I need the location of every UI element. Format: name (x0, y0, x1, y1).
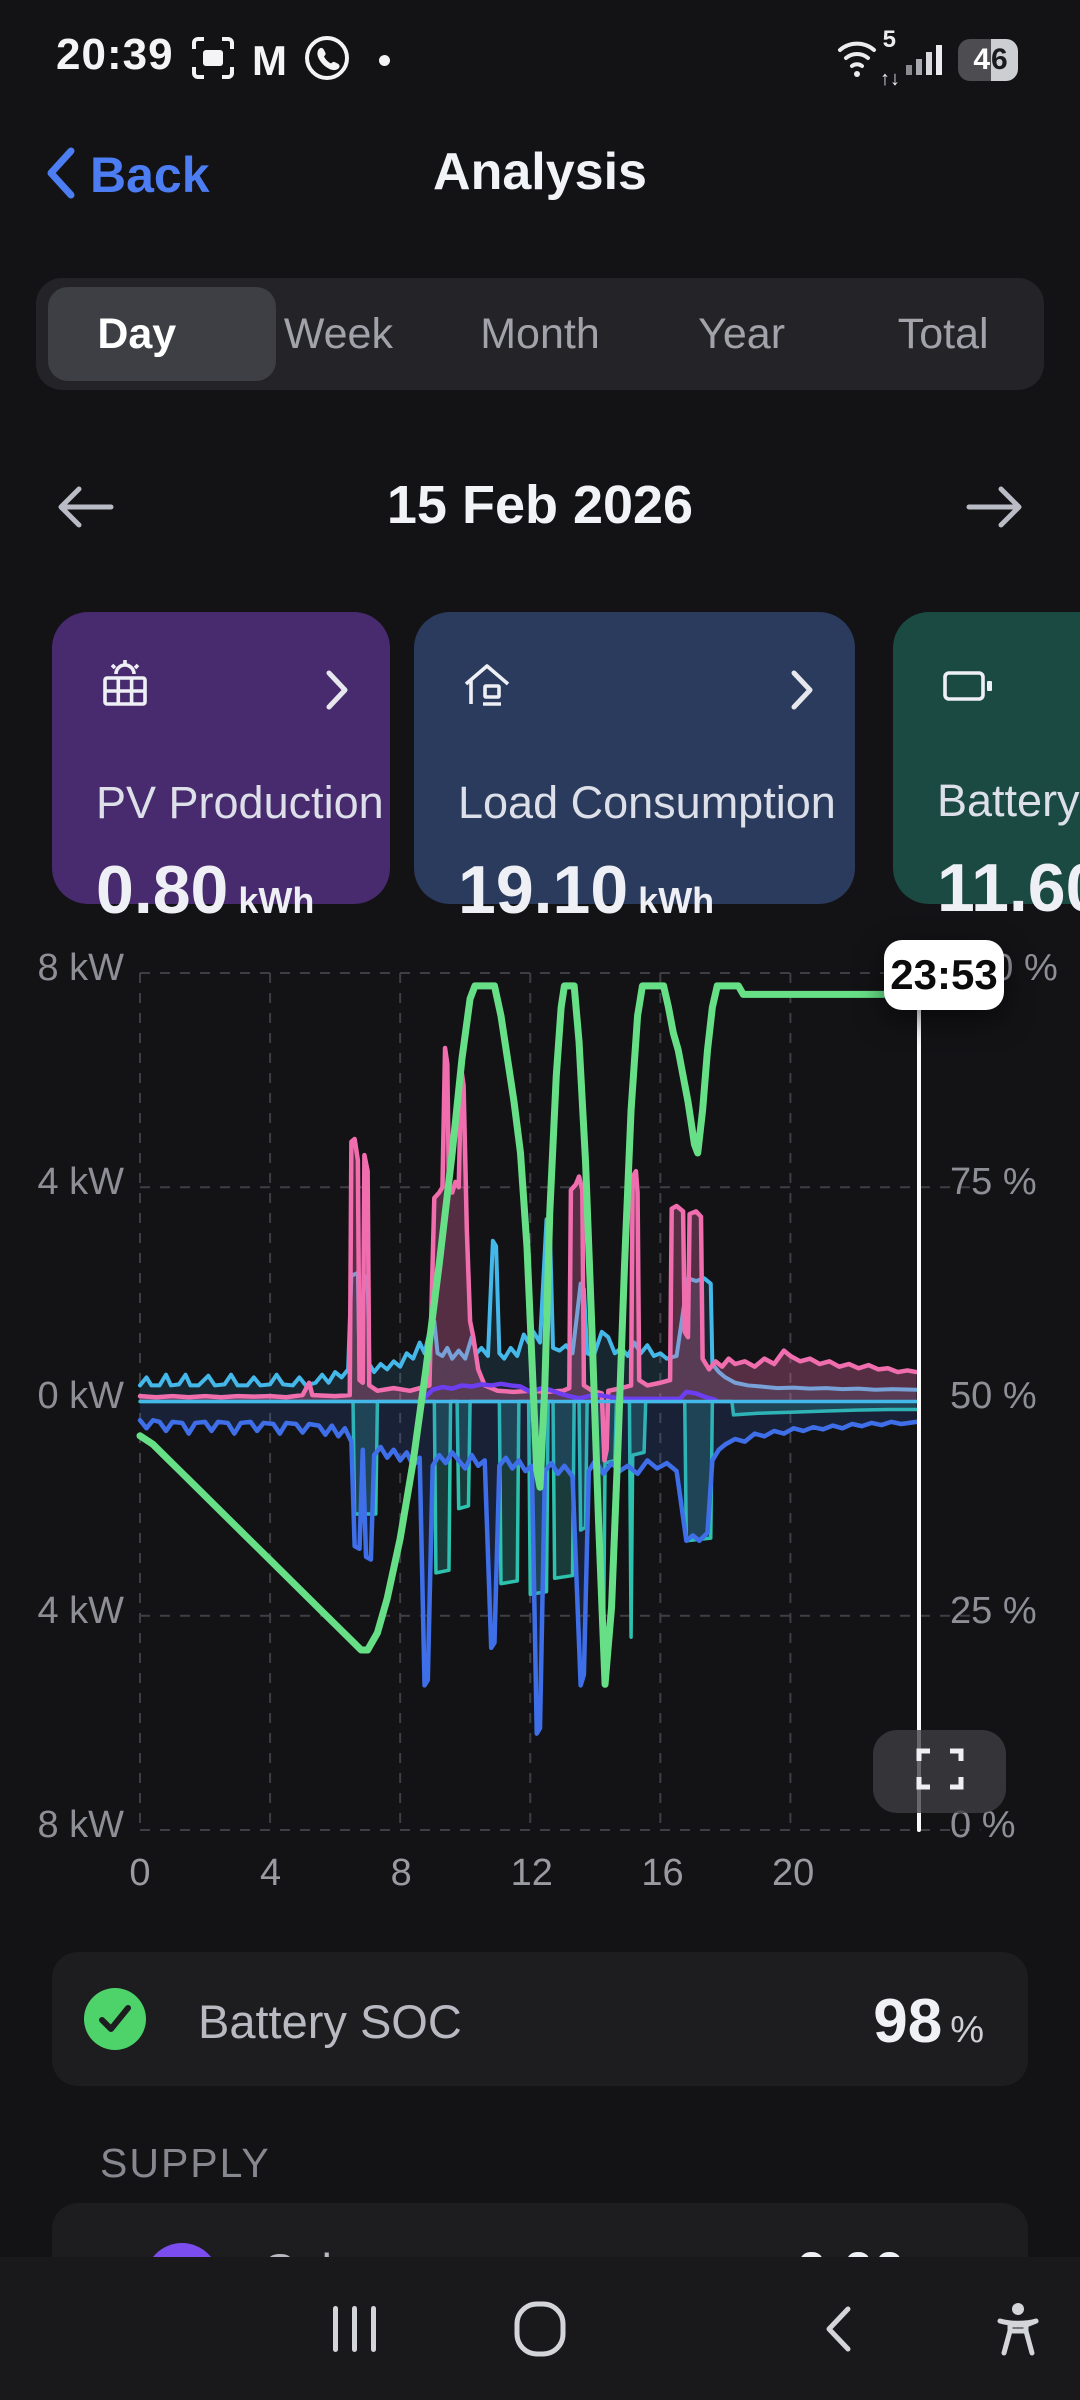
tab-total[interactable]: Total (897, 309, 989, 358)
chevron-right-icon (791, 670, 813, 715)
arrow-left-icon (58, 486, 114, 528)
accessibility-button[interactable] (958, 2257, 1078, 2400)
battery-charged-card[interactable]: Battery C 11.60 (893, 612, 1080, 926)
card-value: 19.10 (458, 852, 629, 928)
card-value: 11.60 (937, 850, 1080, 926)
arrow-right-icon (966, 486, 1022, 528)
y-left-tick: 4 kW (37, 1590, 124, 1632)
back-nav-button[interactable] (778, 2257, 898, 2400)
status-bar: 20:39 M 5 ↑↓ (0, 0, 1080, 110)
period-tabs: Day Week Month Year Total (36, 278, 1044, 390)
date-navigation: 15 Feb 2026 (0, 452, 1080, 562)
soc-value: 98 (873, 1987, 943, 2056)
wifi-5g-icon: 5 ↑↓ (834, 26, 900, 90)
card-value: 0.80 (96, 852, 229, 928)
house-icon (458, 664, 518, 720)
clock: 20:39 (56, 30, 174, 79)
power-analysis-chart[interactable]: 8 kW 4 kW 0 kW 4 kW 8 kW 100 % 75 % 50 %… (0, 930, 1080, 1930)
screenshot-notification-icon (190, 35, 236, 86)
y-right-tick: 25 % (950, 1590, 1037, 1632)
check-circle-icon (84, 1988, 146, 2050)
recent-apps-icon (333, 2305, 376, 2352)
card-title: Battery C (937, 775, 1080, 826)
x-tick: 8 (390, 1852, 412, 1894)
selected-tab-highlight (48, 287, 276, 381)
x-tick: 16 (641, 1852, 684, 1894)
current-date: 15 Feb 2026 (386, 475, 694, 535)
x-tick: 20 (771, 1852, 815, 1894)
load-consumption-power-line (137, 1045, 919, 1463)
tab-month[interactable]: Month (480, 309, 600, 358)
y-right-tick: 75 % (950, 1161, 1037, 1203)
chevron-left-icon (46, 147, 76, 204)
supply-section-heading: SUPPLY (100, 2140, 271, 2186)
y-left-tick: 0 kW (37, 1375, 124, 1417)
notification-dot-icon (379, 55, 390, 66)
battery-discharge-power-line (137, 1417, 919, 1736)
battery-soc-line (136, 982, 921, 1688)
chart-series (136, 982, 921, 1736)
y-left-tick: 4 kW (37, 1161, 124, 1203)
back-label: Back (90, 147, 210, 203)
page-title: Analysis (433, 143, 647, 201)
fullscreen-icon (916, 1748, 964, 1795)
home-icon (514, 2301, 566, 2356)
tooltip-time: 23:53 (890, 951, 998, 998)
home-button[interactable] (480, 2257, 600, 2400)
x-tick: 0 (129, 1852, 151, 1894)
x-tick: 4 (260, 1852, 282, 1894)
tab-day[interactable]: Day (97, 309, 177, 358)
grid-export-area (140, 1219, 917, 1402)
chart-tooltip: 23:53 (884, 940, 1004, 1010)
next-day-button[interactable] (950, 470, 1040, 544)
card-title: Load Consumption (458, 777, 836, 828)
whatsapp-notification-icon (303, 34, 351, 87)
signal-strength-icon (904, 35, 946, 84)
y-right-tick: 50 % (950, 1375, 1037, 1417)
system-navigation-bar (0, 2257, 1080, 2400)
card-unit: kWh (638, 880, 715, 921)
accessibility-icon (997, 2302, 1039, 2355)
back-button[interactable]: Back (46, 146, 210, 204)
tab-year[interactable]: Year (698, 309, 786, 358)
y-left-tick: 8 kW (37, 947, 124, 989)
pv-production-power-line (420, 1381, 718, 1403)
battery-indicator: 4 6 (958, 38, 1018, 81)
battery-soc-row[interactable]: Battery SOC 98 % (52, 1952, 1028, 2086)
chevron-right-icon (326, 670, 348, 715)
soc-unit: % (950, 2009, 984, 2051)
previous-day-button[interactable] (40, 470, 130, 544)
load-consumption-card[interactable]: Load Consumption 19.10 kWh (414, 612, 855, 928)
soc-label: Battery SOC (198, 1995, 462, 2048)
card-title: PV Production (96, 777, 384, 828)
tab-week[interactable]: Week (283, 309, 393, 358)
chart-cursor-line[interactable] (917, 1006, 921, 1832)
x-tick: 12 (510, 1852, 553, 1894)
back-nav-icon (826, 2306, 851, 2351)
pv-production-card[interactable]: PV Production 0.80 kWh (52, 612, 390, 928)
card-unit: kWh (238, 880, 315, 921)
gmail-notification-icon: M (252, 36, 287, 84)
recent-apps-button[interactable] (295, 2257, 415, 2400)
solar-panel-icon (96, 660, 156, 720)
y-left-tick: 8 kW (37, 1804, 124, 1846)
fullscreen-button[interactable] (873, 1730, 1006, 1813)
battery-icon (937, 671, 999, 718)
